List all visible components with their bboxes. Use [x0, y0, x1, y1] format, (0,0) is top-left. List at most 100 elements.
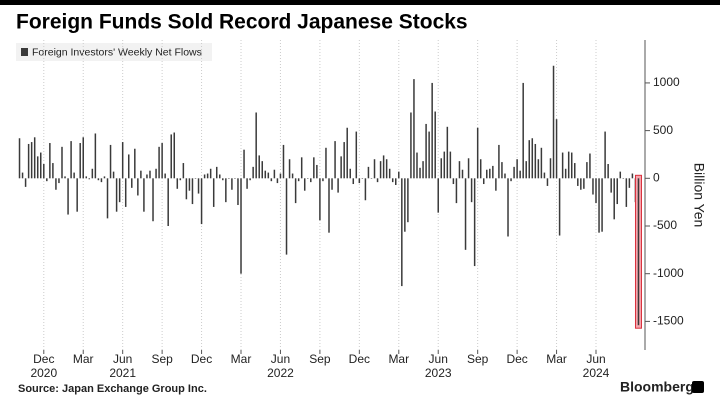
bar	[36, 156, 39, 179]
bar	[504, 173, 506, 179]
bar	[458, 161, 461, 179]
bar	[325, 147, 327, 179]
bar	[228, 178, 230, 179]
bar	[191, 178, 194, 205]
bar	[592, 178, 594, 195]
bar	[49, 143, 51, 179]
bar	[118, 178, 121, 203]
bar	[143, 178, 145, 212]
bar	[279, 173, 282, 179]
bar	[322, 178, 324, 182]
bar	[282, 144, 285, 179]
bar	[376, 178, 379, 183]
bar	[188, 178, 191, 191]
x-tick-label: Sep	[309, 352, 331, 366]
bar	[100, 178, 103, 183]
bar	[155, 168, 157, 179]
bar	[91, 168, 94, 179]
y-tick-label: 500	[653, 123, 673, 137]
bar	[179, 178, 182, 181]
bar	[589, 153, 591, 179]
x-tick-label: Dec	[33, 352, 54, 366]
bar	[94, 133, 97, 179]
bar	[127, 154, 130, 179]
bar	[419, 167, 421, 179]
bar	[82, 137, 84, 179]
bar	[495, 178, 497, 191]
bar	[401, 178, 403, 287]
bar	[43, 164, 45, 179]
bar	[410, 112, 412, 179]
bar	[613, 178, 615, 220]
x-year-label: 2024	[583, 366, 610, 380]
y-tick-label: 1000	[653, 75, 680, 89]
bar	[176, 178, 179, 189]
bar	[628, 178, 631, 188]
bar	[121, 142, 124, 179]
bar	[124, 178, 127, 207]
bar	[385, 159, 388, 179]
x-tick-label: Sep	[467, 352, 489, 366]
bar	[64, 176, 66, 179]
bar	[537, 159, 540, 179]
bar	[391, 178, 394, 183]
bar	[358, 178, 361, 184]
bar	[522, 82, 524, 179]
bar	[434, 111, 436, 179]
bar	[209, 168, 212, 179]
bar	[234, 178, 236, 179]
bar	[206, 173, 209, 179]
bar	[482, 178, 485, 185]
bar	[310, 178, 312, 183]
bar	[88, 178, 91, 180]
bar	[583, 178, 585, 189]
bar	[240, 178, 242, 274]
bar	[73, 172, 75, 179]
bar	[303, 178, 306, 191]
bar	[334, 141, 336, 179]
legend-label: Foreign Investors' Weekly Net Flows	[32, 46, 202, 58]
bar	[300, 157, 303, 179]
bar	[525, 161, 527, 179]
bar	[40, 152, 42, 179]
bar	[316, 164, 318, 179]
bar	[307, 178, 309, 179]
bar	[492, 165, 494, 179]
bar	[467, 158, 470, 179]
bar	[637, 178, 640, 326]
bar	[237, 178, 239, 206]
bar	[164, 173, 166, 179]
bar	[443, 151, 446, 179]
bar	[619, 171, 622, 179]
bar	[112, 171, 115, 179]
bar	[52, 163, 54, 179]
bar	[30, 142, 33, 179]
bar	[437, 178, 439, 213]
bar	[561, 152, 564, 179]
bar	[349, 168, 351, 179]
bar	[361, 178, 364, 179]
bar	[197, 178, 200, 194]
bar	[55, 178, 57, 190]
y-tick-label: -1500	[653, 314, 684, 328]
bar	[18, 138, 21, 179]
bar	[297, 178, 300, 182]
bar	[470, 178, 473, 203]
bar	[564, 168, 567, 179]
bar	[567, 151, 570, 179]
x-tick-label: Mar	[231, 352, 252, 366]
bar	[261, 161, 263, 179]
bar	[440, 158, 443, 179]
bar	[97, 178, 100, 181]
bar	[364, 178, 367, 201]
bar	[586, 162, 588, 179]
top-bar	[0, 0, 720, 5]
bar	[452, 178, 455, 185]
x-year-label: 2021	[109, 366, 136, 380]
bar	[103, 176, 106, 179]
bar	[464, 178, 467, 250]
y-tick-label: -500	[653, 218, 677, 232]
bar	[528, 140, 531, 179]
bar	[489, 168, 491, 179]
bar	[70, 141, 72, 179]
